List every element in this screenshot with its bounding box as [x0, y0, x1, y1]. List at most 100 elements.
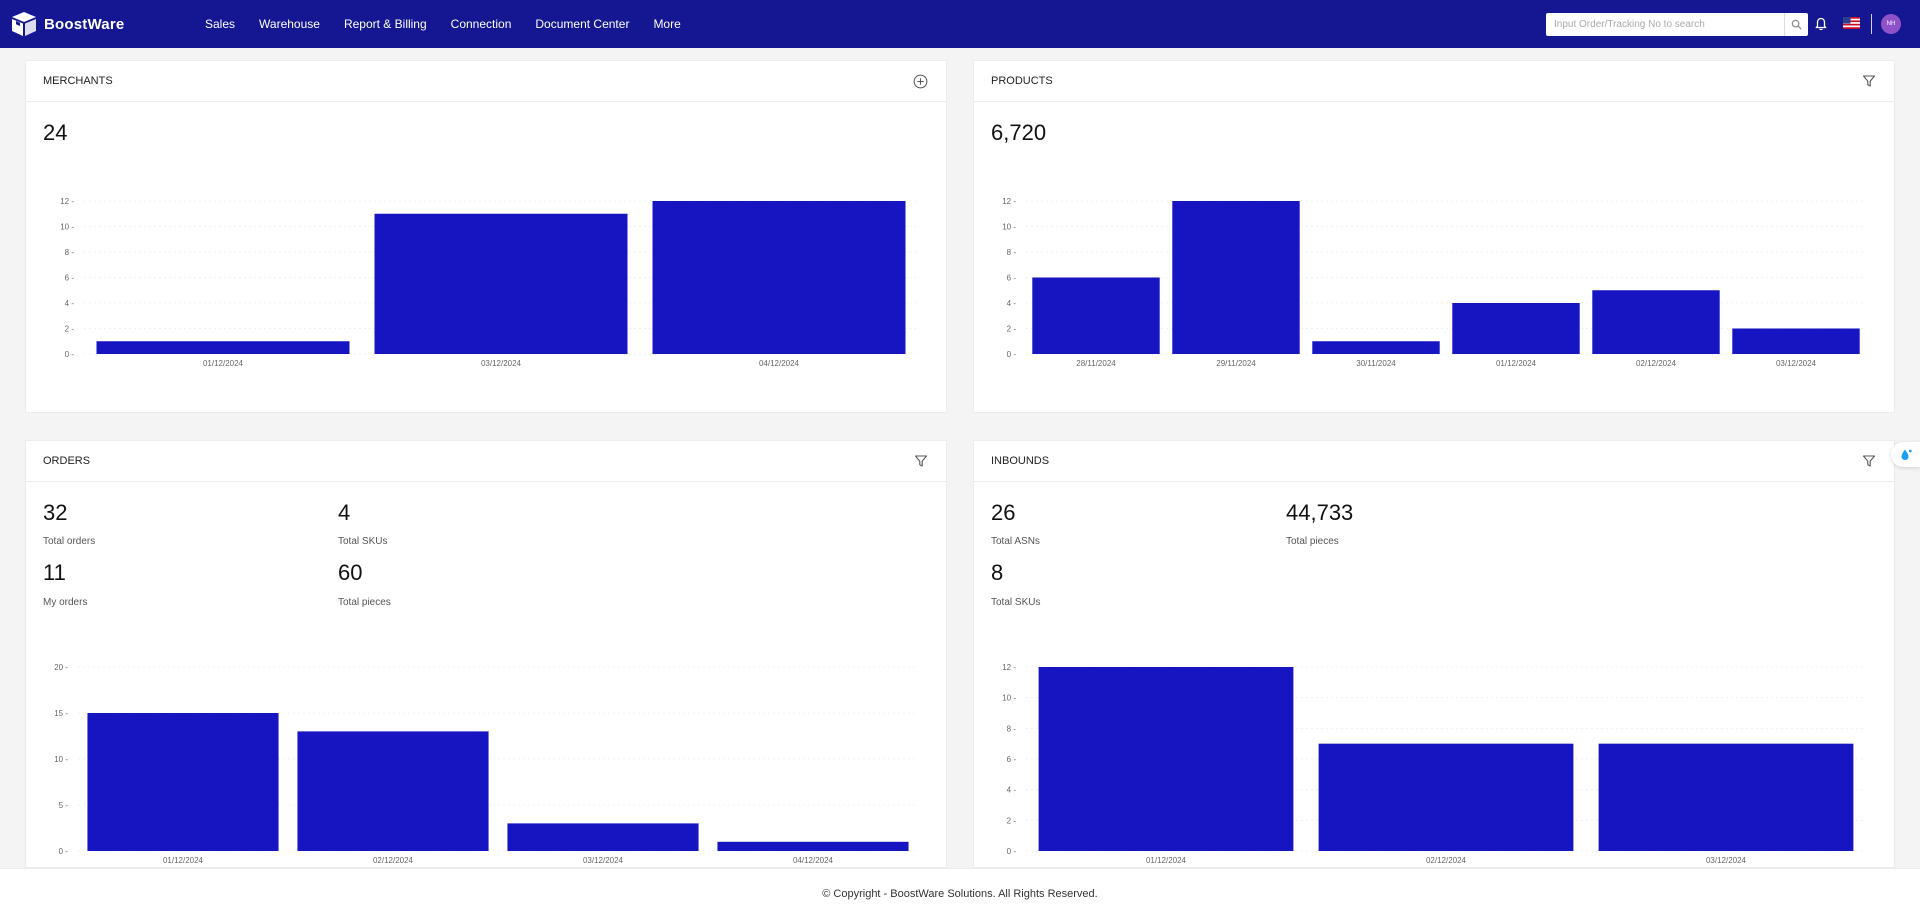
x-tick-label: 03/12/2024 [1776, 359, 1817, 368]
products-chart: 0 - 2 - 4 - 6 - 8 - 10 - 12 - 28/11/2024 29/11/2… [1002, 197, 1866, 368]
theme-drop-button[interactable] [1891, 442, 1920, 467]
nav-item-sales[interactable]: Sales [205, 17, 236, 31]
inbound-total-skus-value: 8 [991, 560, 1004, 585]
bell-icon[interactable] [1813, 16, 1829, 32]
bar [507, 823, 699, 851]
y-tick-label: 6 - [1007, 274, 1017, 283]
nav-item-warehouse[interactable]: Warehouse [259, 17, 320, 31]
merchants-card: MERCHANTS 24 0 - 2 - 4 - 6 - 8 - 10 - 12 - 01/1… [25, 60, 947, 413]
search-icon [1791, 19, 1802, 30]
orders-filter-button[interactable] [912, 453, 929, 470]
nav-item-report-billing[interactable]: Report & Billing [343, 17, 427, 31]
search-input[interactable] [1546, 13, 1784, 36]
x-tick-label: 03/12/2024 [1706, 856, 1747, 865]
copyright-text: © Copyright - BoostWare Solutions. All R… [822, 888, 1098, 900]
orders-card: ORDERS 32 Total orders 4 Total SKUs 11 M… [25, 440, 947, 868]
x-tick-label: 03/12/2024 [583, 856, 624, 865]
inbound-total-skus-label: Total SKUs [991, 597, 1041, 608]
x-tick-label: 04/12/2024 [759, 359, 800, 368]
y-tick-label: 2 - [1007, 325, 1017, 334]
y-tick-label: 0 - [59, 847, 69, 856]
y-tick-label: 0 - [1007, 350, 1017, 359]
water-drop-icon [1901, 449, 1912, 460]
bar [1732, 328, 1860, 354]
filter-icon [1862, 75, 1875, 87]
inbounds-card: INBOUNDS 26 Total ASNs 44,733 Total piec… [973, 440, 1895, 868]
products-card: PRODUCTS 6,720 0 - 2 - 4 - 6 - 8 - 10 - 12 - 28… [973, 60, 1895, 413]
add-merchant-button[interactable] [912, 73, 929, 90]
x-tick-label: 02/12/2024 [1426, 856, 1467, 865]
merchants-total: 24 [43, 120, 68, 145]
nav-item-document-center[interactable]: Document Center [535, 17, 630, 31]
bar [96, 341, 350, 354]
y-tick-label: 8 - [1007, 724, 1017, 733]
orders-chart: 0 - 5 - 10 - 15 - 20 - 01/12/2024 02/12/2024 03… [54, 663, 918, 865]
y-tick-label: 2 - [65, 325, 75, 334]
bar [1598, 743, 1854, 851]
main-nav: Sales Warehouse Report & Billing Connect… [205, 0, 705, 48]
bar [87, 713, 279, 851]
y-tick-label: 4 - [1007, 299, 1017, 308]
inbounds-card-header: INBOUNDS [974, 441, 1894, 482]
total-pieces-label: Total pieces [338, 597, 391, 608]
x-tick-label: 03/12/2024 [481, 359, 522, 368]
inbound-total-pieces-label: Total pieces [1286, 536, 1339, 547]
bar [1312, 341, 1440, 354]
x-tick-label: 01/12/2024 [1146, 856, 1187, 865]
total-asns-label: Total ASNs [991, 536, 1040, 547]
y-tick-label: 6 - [1007, 755, 1017, 764]
app-logo[interactable]: BoostWare [10, 11, 124, 37]
top-navigation-bar: BoostWare Sales Warehouse Report & Billi… [0, 0, 1920, 48]
products-filter-button[interactable] [1860, 73, 1877, 90]
x-tick-label: 02/12/2024 [373, 856, 414, 865]
x-tick-label: 04/12/2024 [793, 856, 834, 865]
merchants-card-header: MERCHANTS [26, 61, 946, 102]
total-orders-value: 32 [43, 500, 68, 525]
bar [1592, 290, 1720, 354]
x-tick-label: 01/12/2024 [203, 359, 244, 368]
products-total: 6,720 [991, 120, 1047, 145]
total-skus-label: Total SKUs [338, 536, 388, 547]
search-button[interactable] [1784, 13, 1808, 36]
y-tick-label: 2 - [1007, 816, 1017, 825]
y-tick-label: 4 - [1007, 786, 1017, 795]
y-tick-label: 15 - [54, 709, 68, 718]
filter-icon [1862, 455, 1875, 467]
x-tick-label: 01/12/2024 [163, 856, 204, 865]
total-orders-label: Total orders [43, 536, 96, 547]
y-tick-label: 10 - [60, 223, 74, 232]
y-tick-label: 5 - [59, 801, 69, 810]
card-title: ORDERS [43, 455, 91, 467]
y-tick-label: 0 - [1007, 847, 1017, 856]
orders-card-header: ORDERS [26, 441, 946, 482]
search-box [1546, 13, 1808, 36]
y-tick-label: 12 - [1002, 197, 1016, 206]
y-tick-label: 4 - [65, 299, 75, 308]
y-tick-label: 12 - [60, 197, 74, 206]
card-title: MERCHANTS [43, 75, 113, 87]
x-tick-label: 29/11/2024 [1216, 359, 1256, 368]
my-orders-value: 11 [43, 560, 66, 585]
inbounds-filter-button[interactable] [1860, 453, 1877, 470]
y-tick-label: 12 - [1002, 663, 1016, 672]
total-asns-value: 26 [991, 500, 1016, 525]
bar [1172, 201, 1300, 354]
footer: © Copyright - BoostWare Solutions. All R… [0, 868, 1920, 919]
bar [1318, 743, 1574, 851]
avatar[interactable]: NH [1881, 14, 1901, 34]
x-tick-label: 02/12/2024 [1636, 359, 1677, 368]
boxes-logo-icon [12, 12, 36, 36]
bar [1038, 667, 1294, 851]
header-divider [1871, 14, 1872, 34]
card-title: INBOUNDS [991, 455, 1050, 467]
y-tick-label: 20 - [54, 663, 68, 672]
card-title: PRODUCTS [991, 75, 1053, 87]
y-tick-label: 6 - [65, 274, 75, 283]
bar [717, 841, 909, 851]
nav-item-more[interactable]: More [653, 17, 681, 31]
us-flag-icon[interactable] [1843, 17, 1860, 29]
filter-icon [914, 455, 927, 467]
nav-item-connection[interactable]: Connection [450, 17, 512, 31]
x-tick-label: 30/11/2024 [1356, 359, 1396, 368]
bar [652, 201, 906, 354]
